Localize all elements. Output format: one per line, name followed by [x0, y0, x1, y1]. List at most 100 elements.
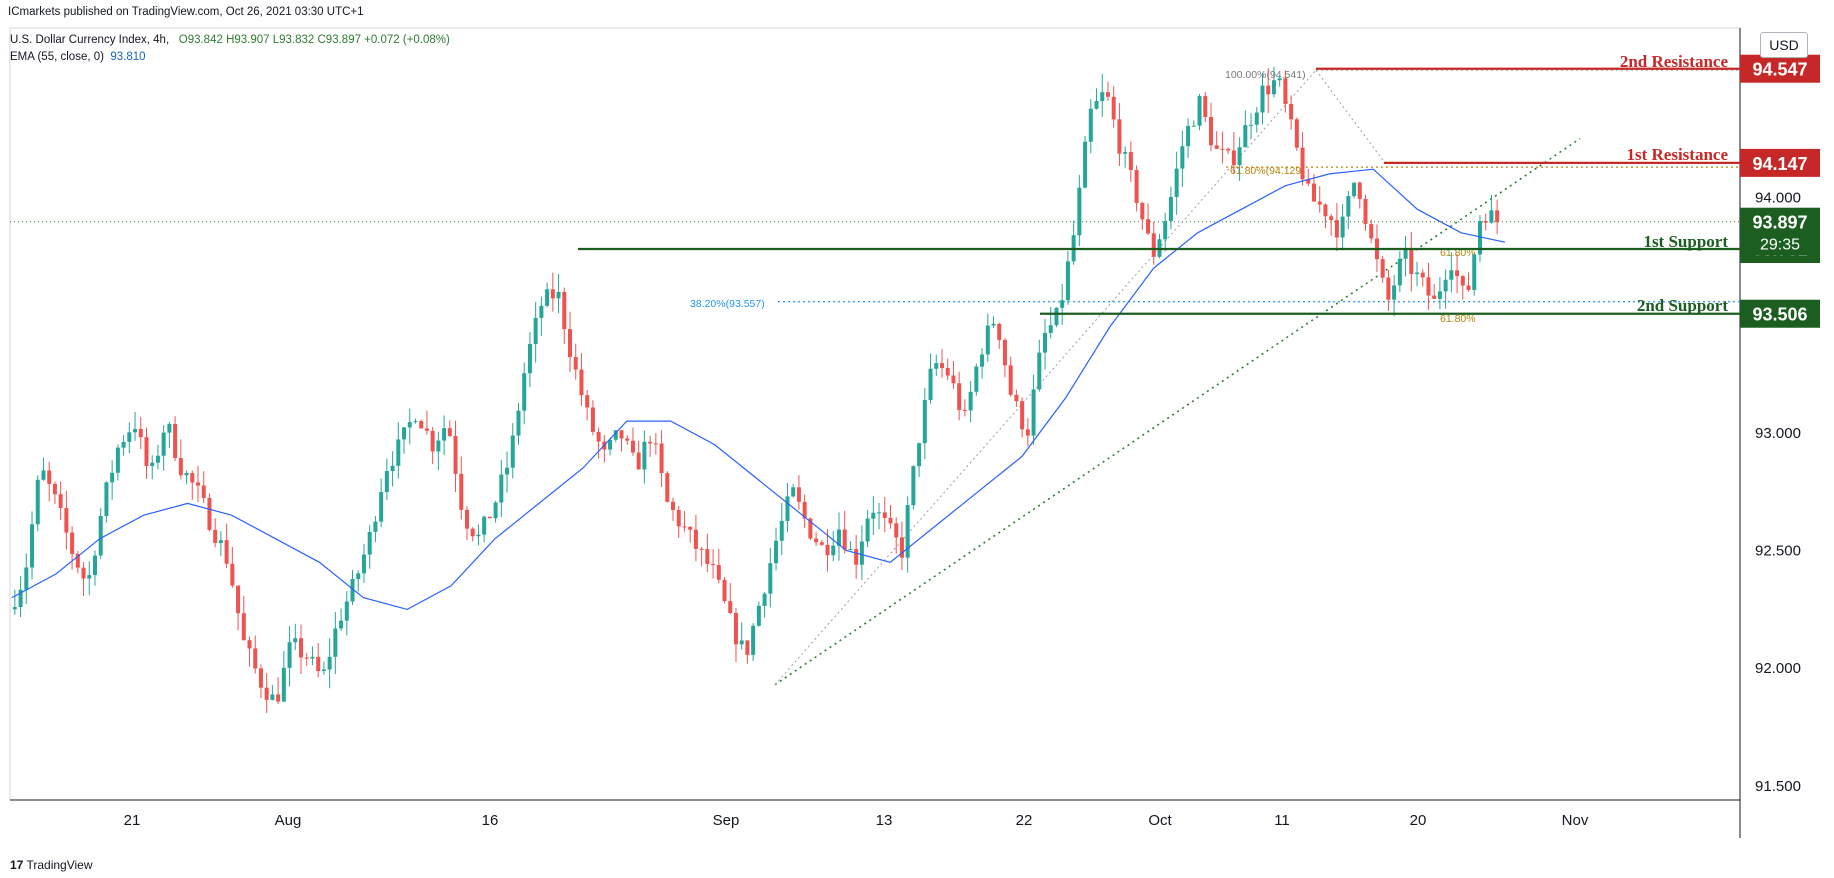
candle-body — [1311, 183, 1317, 202]
candle-body — [1426, 277, 1431, 296]
candle-body — [762, 593, 767, 606]
candle-body — [865, 518, 870, 542]
candle-body — [299, 638, 304, 658]
x-tick-label: Nov — [1562, 812, 1589, 829]
candle-body — [178, 458, 183, 476]
candle-body — [258, 668, 263, 688]
candle-body — [854, 549, 859, 565]
candle-body — [1369, 224, 1374, 239]
candle-body — [1020, 401, 1025, 430]
candle-body — [985, 325, 990, 355]
ema-label[interactable]: EMA (55, close, 0) — [10, 51, 104, 63]
candle-body — [1237, 147, 1242, 166]
candle-body — [796, 487, 801, 502]
candle-body — [92, 555, 97, 576]
candle-body — [407, 422, 412, 428]
candle-body — [241, 613, 246, 641]
fib-trend-line — [774, 69, 1317, 686]
candle-body — [1048, 325, 1053, 333]
candle-body — [1002, 339, 1007, 366]
level-label: 1st Resistance — [1626, 145, 1728, 164]
candle-body — [579, 369, 584, 396]
candle-body — [304, 657, 309, 659]
candle-body — [756, 605, 761, 626]
candle-body — [1134, 170, 1139, 203]
candle-body — [556, 291, 561, 299]
candle-body — [356, 573, 361, 580]
candle-body — [1489, 210, 1494, 223]
candle-body — [1208, 116, 1213, 146]
last-price-value: 93.897 — [1752, 213, 1807, 233]
candle-body — [58, 494, 63, 509]
candle-body — [127, 432, 132, 442]
x-tick-label: 11 — [1274, 812, 1290, 829]
candle-body — [505, 467, 510, 475]
candle-body — [1437, 291, 1442, 299]
candle-body — [1065, 261, 1070, 301]
candle-body — [808, 518, 813, 539]
publisher-line: ICmarkets published on TradingView.com, … — [8, 6, 364, 18]
candle-body — [1123, 152, 1128, 154]
candle-body — [367, 531, 372, 555]
currency-button[interactable]: USD — [1760, 32, 1808, 58]
candle-body — [1266, 85, 1271, 95]
candle-body — [1420, 272, 1425, 278]
candle-body — [333, 628, 338, 657]
candle-body — [1243, 125, 1248, 148]
candle-body — [997, 323, 1002, 340]
symbol-title[interactable]: U.S. Dollar Currency Index, 4h, — [10, 34, 170, 46]
candle-body — [419, 421, 424, 429]
candle-body — [539, 305, 544, 318]
fib-retrace-line — [1315, 69, 1389, 168]
candle-body — [453, 435, 458, 474]
candle-body — [1466, 285, 1471, 290]
candle-body — [207, 497, 212, 530]
candle-body — [510, 435, 515, 468]
candle-body — [1060, 300, 1065, 308]
candle-body — [1317, 201, 1322, 205]
uptrend-line — [774, 137, 1581, 686]
candle-body — [814, 538, 819, 543]
candle-body — [1174, 168, 1179, 197]
candle-body — [596, 431, 601, 442]
candle-body — [195, 482, 201, 486]
candle-body — [1191, 125, 1196, 127]
candle-body — [1054, 307, 1059, 326]
candle-body — [688, 526, 693, 530]
y-tick-label: 93.000 — [1755, 425, 1801, 442]
level-label: 1st Support — [1643, 232, 1728, 251]
candle-body — [1088, 108, 1093, 142]
candle-body — [1271, 80, 1276, 95]
candle-body — [619, 430, 624, 439]
candle-body — [882, 512, 887, 518]
tradingview-logo[interactable]: 17 TradingView — [10, 858, 93, 872]
candle-body — [585, 395, 590, 408]
candle-body — [1254, 112, 1259, 125]
candle-body — [1294, 119, 1299, 148]
candle-body — [459, 473, 464, 510]
tradingview-brand: TradingView — [26, 858, 93, 872]
candle-body — [1495, 210, 1500, 223]
candle-body — [350, 579, 355, 602]
candle-body — [648, 441, 653, 444]
candle-body — [64, 508, 69, 533]
x-tick-label: 21 — [124, 812, 141, 829]
candle-body — [487, 516, 492, 519]
candle-body — [361, 554, 366, 574]
ema-line: EMA (55, close, 0) 93.810 — [10, 51, 146, 63]
candle-body — [522, 373, 527, 411]
candle-body — [47, 470, 52, 484]
candle-body — [1300, 147, 1305, 180]
candle-body — [1117, 119, 1122, 154]
candle-body — [293, 638, 298, 643]
candle-body — [133, 428, 138, 433]
level-label: 2nd Support — [1637, 296, 1729, 315]
candle-body — [1226, 148, 1231, 151]
level-price-value: 94.147 — [1752, 154, 1807, 174]
candle-body — [636, 452, 641, 470]
y-tick-label: 92.000 — [1755, 660, 1801, 677]
candle-body — [745, 640, 750, 655]
candle-body — [1455, 270, 1460, 277]
candle-body — [321, 669, 326, 672]
